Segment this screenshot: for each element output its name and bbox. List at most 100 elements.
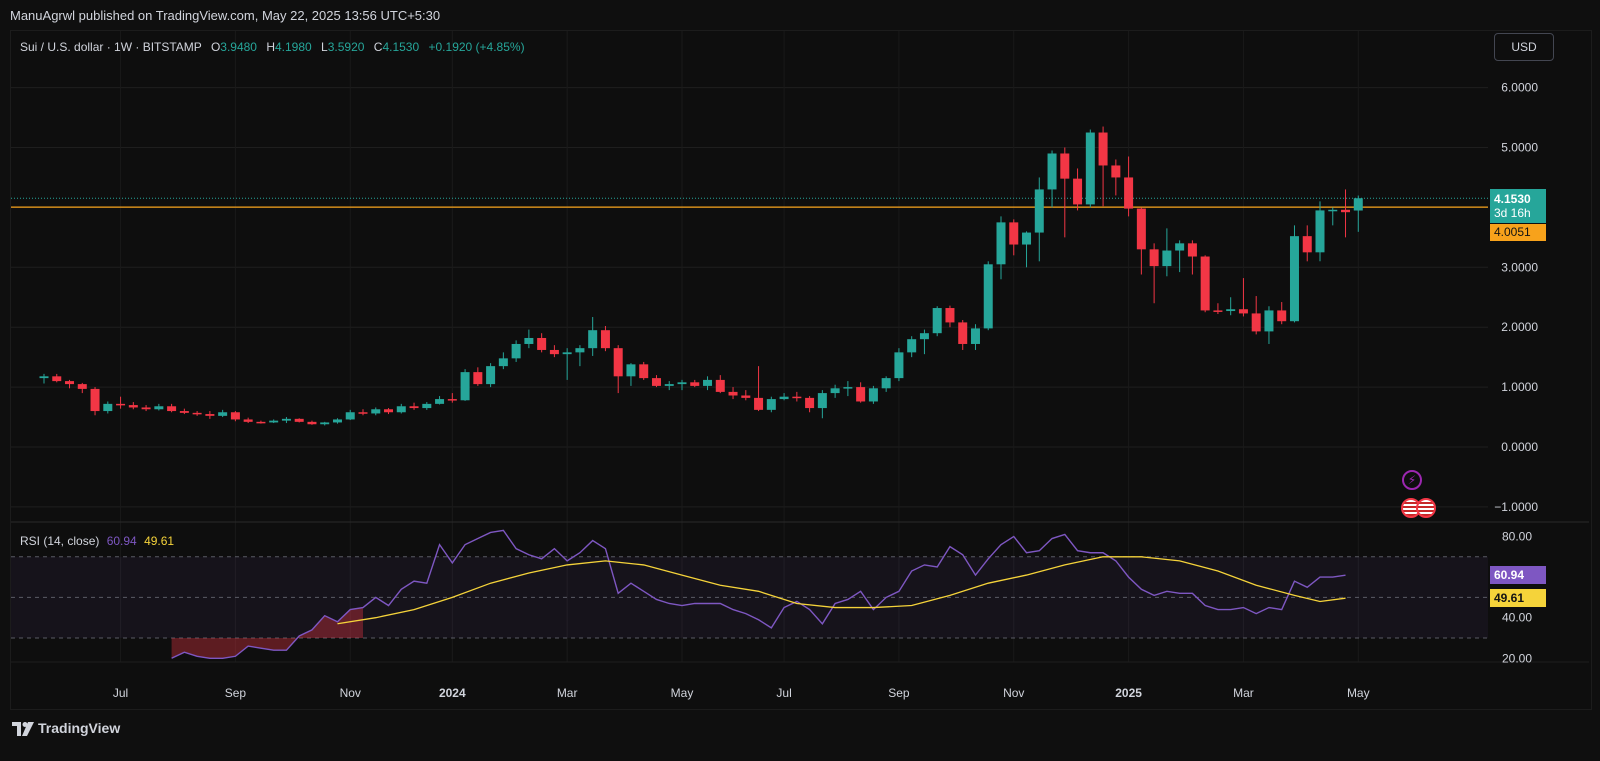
candle-body: [549, 349, 559, 355]
candle: [1302, 225, 1312, 262]
candle-body: [243, 419, 253, 422]
low-value: 3.5920: [327, 40, 365, 54]
candle-body: [754, 397, 764, 410]
candle-body: [52, 376, 62, 382]
candle: [1149, 243, 1159, 304]
candle-body: [511, 343, 521, 359]
candle: [1213, 303, 1223, 315]
candle: [792, 391, 802, 402]
candle-body: [575, 348, 585, 353]
candle: [1277, 302, 1287, 325]
candle: [435, 396, 445, 405]
candle: [613, 345, 623, 394]
high-value: 4.1980: [275, 40, 312, 54]
candle-body: [77, 384, 87, 389]
last-price-tag: 4.1530 3d 16h: [1490, 189, 1546, 223]
candle-body: [1022, 232, 1032, 245]
candle: [779, 393, 789, 401]
price-tick-label: 1.0000: [1501, 380, 1538, 394]
candle-body: [830, 388, 840, 394]
candle-body: [1328, 209, 1338, 212]
symbol-legend: Sui / U.S. dollar · 1W · BITSTAMP O3.948…: [20, 40, 525, 54]
candle: [192, 411, 202, 416]
low-label: L: [321, 40, 328, 54]
chart-frame[interactable]: [10, 30, 1592, 710]
candle-body: [116, 403, 126, 406]
candle: [1047, 150, 1057, 208]
candle: [460, 369, 470, 401]
candle-body: [932, 308, 942, 334]
us-flag-icon[interactable]: [1416, 498, 1436, 518]
candle-body: [269, 420, 279, 423]
candle: [703, 376, 713, 391]
time-tick-label: Nov: [1003, 686, 1024, 700]
rsi-title[interactable]: RSI (14, close): [20, 534, 100, 548]
candle: [1060, 147, 1070, 238]
tradingview-footer[interactable]: TradingView: [12, 720, 121, 737]
tradingview-logo-icon: [12, 722, 34, 737]
candle-body: [39, 376, 49, 379]
candle-body: [384, 409, 394, 413]
candle: [817, 390, 827, 419]
candle-body: [524, 337, 534, 344]
candle: [983, 261, 993, 331]
candle: [1315, 201, 1325, 262]
candle: [230, 411, 240, 422]
candle-body: [1289, 236, 1299, 322]
candle-body: [805, 397, 815, 409]
candle-body: [154, 406, 164, 410]
candle-body: [65, 381, 75, 385]
candle: [1328, 207, 1338, 226]
candle: [409, 402, 419, 410]
candle-body: [779, 396, 789, 400]
candle: [256, 420, 266, 424]
candle-body: [1341, 209, 1351, 213]
candle: [1098, 126, 1108, 207]
candle: [218, 409, 228, 418]
rsi-tick-label: 80.00: [1502, 530, 1532, 544]
candle: [269, 419, 279, 424]
lightning-icon[interactable]: ⚡: [1402, 470, 1422, 490]
candle-body: [1175, 243, 1185, 251]
candle-body: [141, 407, 151, 410]
candle: [396, 403, 406, 414]
rsi-ma-tag: 49.61: [1490, 589, 1546, 607]
candle-body: [422, 403, 432, 409]
candle: [39, 373, 49, 384]
candle: [1289, 225, 1299, 323]
rsi-tick-label: 40.00: [1502, 611, 1532, 625]
candle: [486, 363, 496, 388]
candle: [90, 387, 100, 416]
candle: [103, 401, 113, 414]
tradingview-brand: TradingView: [38, 720, 121, 736]
candle: [843, 381, 853, 397]
candle: [1175, 240, 1185, 273]
candle-body: [307, 421, 317, 425]
candle-body: [473, 372, 483, 385]
candle: [141, 405, 151, 412]
candle: [371, 407, 381, 416]
currency-button[interactable]: USD: [1494, 33, 1554, 61]
candle-body: [103, 403, 113, 412]
rsi-ma-tag-value: 49.61: [1494, 591, 1525, 605]
candle: [868, 385, 878, 404]
candle-body: [447, 399, 457, 401]
candle: [651, 375, 661, 388]
candle-body: [1302, 236, 1312, 253]
change-value: +0.1920 (+4.85%): [428, 40, 525, 54]
candle-body: [817, 393, 827, 409]
candle: [932, 306, 942, 337]
candle-body: [1162, 250, 1172, 267]
candle: [1034, 177, 1044, 262]
candle-body: [218, 412, 228, 416]
candle-body: [919, 333, 929, 340]
candles: [39, 126, 1363, 426]
candle-body: [1264, 310, 1274, 332]
candle-body: [651, 378, 661, 386]
candle: [1111, 159, 1121, 196]
candle-body: [1200, 256, 1210, 311]
candle-body: [1136, 208, 1146, 250]
symbol-name[interactable]: Sui / U.S. dollar · 1W · BITSTAMP: [20, 40, 202, 54]
candle-body: [958, 322, 968, 344]
